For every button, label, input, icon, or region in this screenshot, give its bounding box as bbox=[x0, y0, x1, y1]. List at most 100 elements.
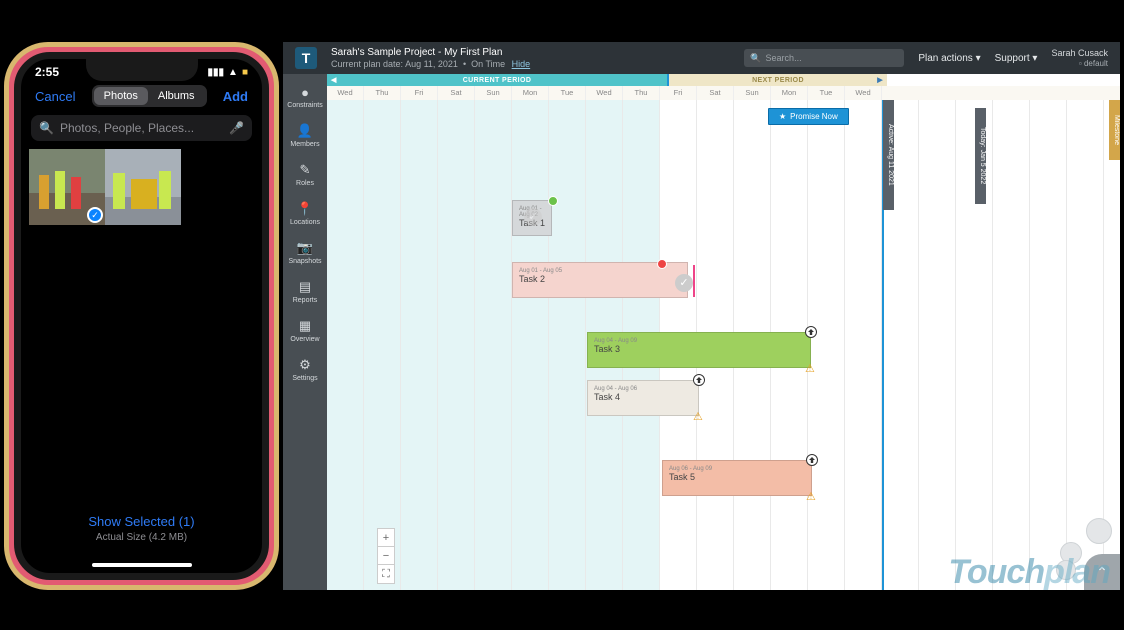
grid-col bbox=[512, 100, 549, 590]
constraints-icon: ● bbox=[283, 85, 327, 100]
app-topbar: T Sarah's Sample Project - My First Plan… bbox=[283, 42, 1120, 74]
search-icon: 🔍 bbox=[39, 121, 54, 135]
battery-icon: ■ bbox=[242, 67, 248, 78]
nav-snapshots[interactable]: 📷Snapshots bbox=[283, 235, 327, 272]
overview-icon: ▦ bbox=[283, 318, 327, 334]
members-icon: 👤 bbox=[283, 123, 327, 139]
task-name: Task 2 bbox=[519, 274, 545, 284]
grid-col bbox=[401, 100, 438, 590]
day-header: Wed bbox=[845, 86, 882, 100]
warn-icon: ⚠ bbox=[693, 410, 704, 421]
app-search-placeholder: Search... bbox=[766, 53, 802, 63]
current-period-header[interactable]: CURRENT PERIOD bbox=[327, 74, 667, 86]
day-header: Fri bbox=[401, 86, 438, 100]
plan-status: On Time bbox=[471, 59, 505, 69]
project-title: Sarah's Sample Project - My First Plan bbox=[331, 46, 530, 59]
nav-settings[interactable]: ⚙Settings bbox=[283, 352, 327, 389]
locations-icon: 📍 bbox=[283, 201, 327, 217]
app-search[interactable]: 🔍 Search... bbox=[744, 49, 904, 67]
hide-link[interactable]: Hide bbox=[512, 59, 531, 69]
grid-col bbox=[845, 100, 882, 590]
show-selected-button[interactable]: Show Selected (1) bbox=[21, 514, 262, 529]
photos-search[interactable]: 🔍 Photos, People, Places... 🎤 bbox=[31, 115, 252, 141]
pin-icon bbox=[693, 374, 705, 386]
task-card-t5[interactable]: Aug 06 - Aug 09Task 5 bbox=[662, 460, 812, 496]
actual-size-label: Actual Size (4.2 MB) bbox=[21, 532, 262, 543]
day-header: Wed bbox=[327, 86, 364, 100]
phone-frame: 2:55 ▮▮▮ ▲ ■ Cancel Photos Albums Add 🔍 … bbox=[4, 42, 279, 590]
cancel-button[interactable]: Cancel bbox=[35, 89, 75, 104]
zoom-controls: + − ⛶ bbox=[377, 528, 395, 584]
project-title-block: Sarah's Sample Project - My First Plan C… bbox=[331, 46, 530, 71]
task-name: Task 5 bbox=[669, 472, 695, 482]
phone-time: 2:55 bbox=[35, 65, 59, 79]
nav-constraints[interactable]: ●Constraints bbox=[283, 80, 327, 116]
active-date-tab[interactable]: Active: Aug 11 2021 bbox=[883, 100, 894, 210]
status-dot-red bbox=[657, 259, 667, 269]
plan-date: Aug 11, 2021 bbox=[405, 59, 458, 69]
reports-icon: ▤ bbox=[283, 279, 327, 295]
support-dropdown[interactable]: Support ▾ bbox=[995, 53, 1038, 64]
day-header: Sun bbox=[475, 86, 512, 100]
photos-albums-segment[interactable]: Photos Albums bbox=[92, 85, 207, 107]
plan-date-label: Current plan date: bbox=[331, 59, 403, 69]
zoom-out-button[interactable]: − bbox=[378, 547, 394, 565]
search-icon: 🔍 bbox=[750, 53, 761, 64]
chk-icon: ✓ bbox=[524, 208, 542, 226]
task-card-t4[interactable]: Aug 04 - Aug 06Task 4 bbox=[587, 380, 699, 416]
plan-board[interactable]: CURRENT PERIOD NEXT PERIOD WedThuFriSatS… bbox=[327, 74, 1120, 590]
today-tab[interactable]: Today: Jan 5 2022 bbox=[975, 108, 986, 204]
settings-icon: ⚙ bbox=[283, 357, 327, 373]
nav-members[interactable]: 👤Members bbox=[283, 118, 327, 155]
day-header: Mon bbox=[512, 86, 549, 100]
segment-photos[interactable]: Photos bbox=[94, 87, 148, 105]
day-header: Tue bbox=[549, 86, 586, 100]
segment-albums[interactable]: Albums bbox=[148, 87, 205, 105]
thumbnail-1[interactable]: ✓ bbox=[29, 149, 105, 225]
grid-col bbox=[364, 100, 401, 590]
warn-icon: ⚠ bbox=[805, 362, 816, 373]
day-header: Sat bbox=[438, 86, 475, 100]
day-header: Sat bbox=[697, 86, 734, 100]
task-name: Task 4 bbox=[594, 392, 620, 402]
roles-icon: ✎ bbox=[283, 162, 327, 178]
nav-reports[interactable]: ▤Reports bbox=[283, 274, 327, 311]
pin-icon bbox=[806, 454, 818, 466]
touchplan-app: T Sarah's Sample Project - My First Plan… bbox=[283, 42, 1120, 590]
watermark: Touchplan bbox=[948, 553, 1110, 590]
grid-col bbox=[475, 100, 512, 590]
user-menu[interactable]: Sarah Cusack ▫ default bbox=[1051, 48, 1108, 68]
grid-col bbox=[327, 100, 364, 590]
home-indicator[interactable] bbox=[92, 563, 192, 567]
phone-body: 2:55 ▮▮▮ ▲ ■ Cancel Photos Albums Add 🔍 … bbox=[14, 52, 269, 580]
plan-grid[interactable]: Aug 01 - Aug 02Task 1Aug 01 - Aug 05Task… bbox=[327, 100, 1120, 590]
nav-roles[interactable]: ✎Roles bbox=[283, 157, 327, 194]
add-button[interactable]: Add bbox=[223, 89, 248, 104]
zoom-in-button[interactable]: + bbox=[378, 529, 394, 547]
signal-icon: ▮▮▮ bbox=[208, 67, 225, 78]
thumbnail-2[interactable] bbox=[105, 149, 181, 225]
promise-now-button[interactable]: ★ Promise Now bbox=[768, 108, 849, 125]
app-logo[interactable]: T bbox=[295, 47, 317, 69]
wifi-icon: ▲ bbox=[228, 67, 238, 78]
grid-col bbox=[549, 100, 586, 590]
milestone-tab[interactable]: Milestone bbox=[1109, 100, 1120, 160]
mic-icon[interactable]: 🎤 bbox=[229, 121, 244, 135]
nav-locations[interactable]: 📍Locations bbox=[283, 196, 327, 233]
zoom-fit-button[interactable]: ⛶ bbox=[378, 565, 394, 583]
day-header: Fri bbox=[660, 86, 697, 100]
plan-actions-dropdown[interactable]: Plan actions ▾ bbox=[918, 53, 980, 64]
day-header: Tue bbox=[808, 86, 845, 100]
user-default: ▫ default bbox=[1051, 59, 1108, 69]
period-rest bbox=[887, 74, 1120, 86]
task-dates: Aug 04 - Aug 09 bbox=[594, 338, 804, 344]
task-card-t3[interactable]: Aug 04 - Aug 09Task 3 bbox=[587, 332, 811, 368]
pin-icon bbox=[805, 326, 817, 338]
next-period-header[interactable]: NEXT PERIOD bbox=[667, 74, 887, 86]
nav-overview[interactable]: ▦Overview bbox=[283, 313, 327, 350]
phone-status-icons: ▮▮▮ ▲ ■ bbox=[208, 67, 248, 78]
plan-date-line: Current plan date: Aug 11, 2021 • On Tim… bbox=[331, 59, 530, 71]
day-header: Thu bbox=[364, 86, 401, 100]
status-dot-green bbox=[548, 196, 558, 206]
period-row: CURRENT PERIOD NEXT PERIOD bbox=[327, 74, 1120, 86]
